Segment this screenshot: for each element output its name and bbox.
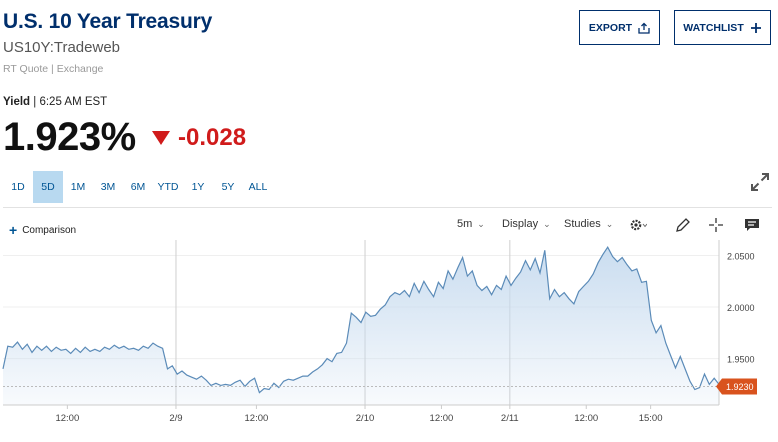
page-title: U.S. 10 Year Treasury	[3, 10, 213, 33]
range-6m[interactable]: 6M	[130, 181, 146, 193]
last-value-badge	[716, 378, 757, 395]
plus-icon: +	[9, 222, 18, 238]
range-ytd[interactable]: YTD	[157, 181, 179, 193]
y-tick-label: 1.9500	[727, 355, 755, 365]
display-dropdown[interactable]: Display ⌄	[502, 218, 551, 230]
symbol-label: US10Y:Tradeweb	[3, 39, 121, 56]
quote-time: 6:25 AM EST	[39, 96, 108, 108]
studies-label: Studies	[564, 218, 601, 230]
x-tick-label: 2/11	[501, 413, 519, 424]
price-chart[interactable]: 2.0500 2.0000 1.9500 1.9230 12:00 2/9 12:00 2/1…	[0, 240, 778, 442]
change-value: -0.028	[178, 124, 247, 151]
export-button[interactable]: EXPORT	[579, 10, 660, 45]
y-tick-label: 2.0500	[727, 251, 755, 261]
pencil-icon[interactable]	[674, 216, 692, 234]
series-line	[2, 246, 720, 394]
x-tick-label: 12:00	[55, 413, 79, 424]
x-tick-label: 2/9	[169, 413, 182, 424]
yield-separator: |	[33, 96, 40, 108]
range-all[interactable]: ALL	[248, 181, 268, 193]
watchlist-label: WATCHLIST	[683, 21, 744, 34]
chevron-down-icon: ⌄	[605, 218, 614, 229]
y-tick-label: 2.0000	[727, 303, 755, 313]
price-change: -0.028	[152, 124, 246, 152]
range-1d[interactable]: 1D	[11, 181, 25, 193]
export-label: EXPORT	[588, 21, 633, 34]
chevron-down-icon: ⌄	[477, 218, 485, 229]
yield-label: Yield	[3, 96, 31, 108]
last-price: 1.923%	[3, 115, 136, 159]
x-tick-label: 2/10	[356, 413, 375, 424]
watchlist-button[interactable]: WATCHLIST	[674, 10, 771, 45]
range-5y[interactable]: 5Y	[221, 181, 235, 193]
plus-icon	[750, 22, 761, 33]
crosshair-icon[interactable]	[707, 216, 725, 234]
chart-svg: 2.0500 2.0000 1.9500 1.9230 12:00 2/9 12:00 2/1…	[2, 240, 757, 424]
x-tick-label: 15:00	[639, 413, 663, 424]
interval-dropdown[interactable]: 5m ⌄	[457, 218, 485, 230]
series-area	[3, 247, 719, 405]
range-3m[interactable]: 3M	[100, 181, 116, 193]
range-1m[interactable]: 1M	[70, 181, 86, 193]
comparison-button[interactable]: + Comparison	[9, 222, 76, 238]
x-tick-label: 12:00	[245, 413, 269, 424]
last-value-label: 1.9230	[726, 382, 754, 392]
upload-icon	[638, 22, 650, 34]
time-range-selector: 1D 5D 1M 3M 6M YTD 1Y 5Y ALL	[3, 171, 273, 203]
expand-icon[interactable]	[749, 171, 771, 193]
yield-time: Yield | 6:25 AM EST	[3, 96, 107, 108]
comparison-label: Comparison	[22, 224, 77, 236]
display-label: Display	[502, 218, 539, 230]
studies-dropdown[interactable]: Studies ⌄	[564, 218, 613, 230]
chevron-down-icon: ⌄	[543, 218, 551, 229]
down-arrow-icon	[152, 131, 170, 145]
interval-label: 5m	[457, 218, 473, 230]
quote-source: RT Quote | Exchange	[3, 63, 104, 75]
comment-icon[interactable]	[743, 216, 761, 234]
x-tick-label: 12:00	[574, 413, 598, 424]
x-tick-label: 12:00	[430, 413, 454, 424]
toolbar-divider	[3, 207, 772, 208]
range-5d[interactable]: 5D	[33, 171, 63, 203]
gear-icon[interactable]	[629, 216, 647, 234]
range-1y[interactable]: 1Y	[191, 181, 205, 193]
